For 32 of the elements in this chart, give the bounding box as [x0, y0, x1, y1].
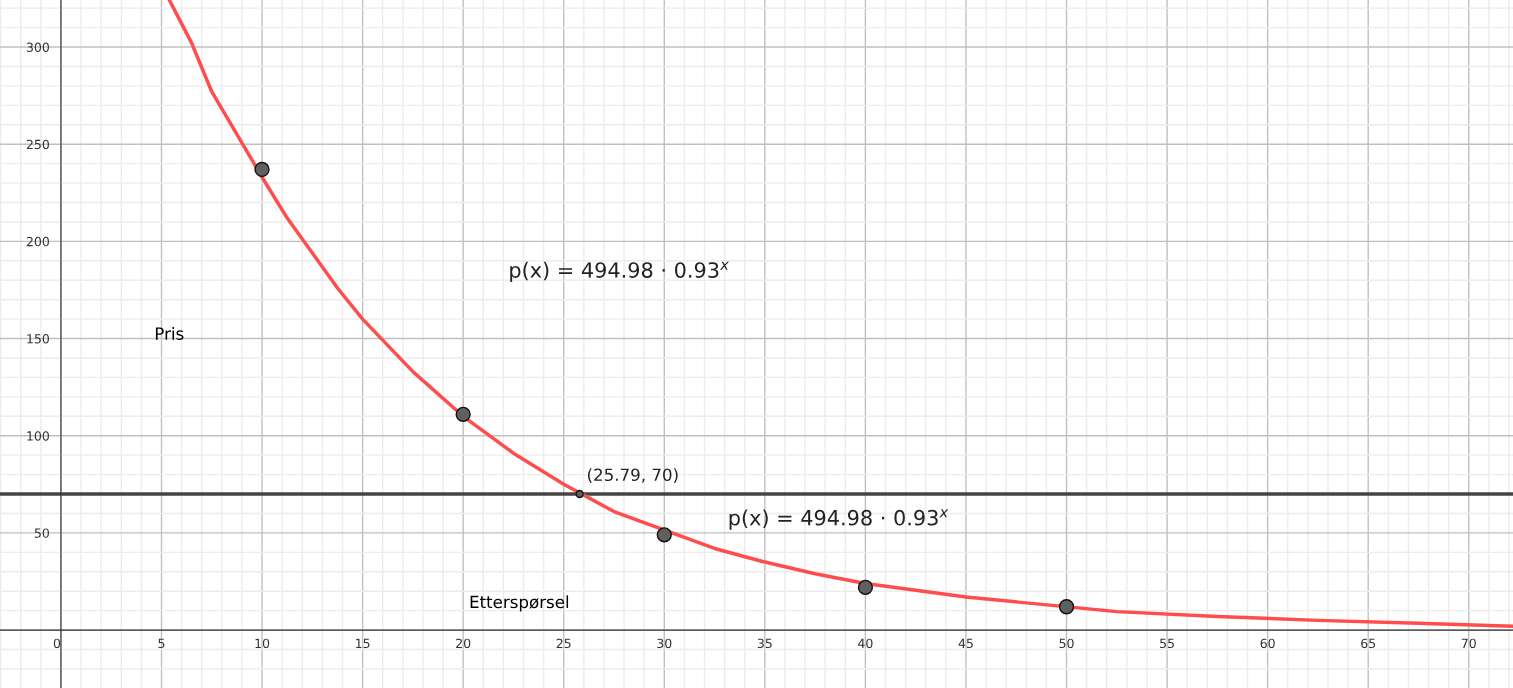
annotation: (25.79, 70) [587, 468, 678, 484]
x-tick-label: 55 [1160, 638, 1174, 649]
point [656, 527, 672, 543]
x-tick-label: 15 [356, 638, 370, 649]
y-tick-label: 250 [26, 139, 49, 150]
point [575, 489, 584, 499]
point [857, 579, 874, 595]
x-tick-label: 5 [158, 638, 165, 649]
x-tick-label: 20 [456, 638, 471, 649]
x-tick-label: 0 [53, 638, 61, 649]
x-tick-label: 70 [1461, 638, 1476, 649]
y-tick-label: 50 [34, 528, 49, 538]
x-tick-label: 40 [858, 638, 873, 649]
y-tick-label: 200 [26, 236, 49, 247]
x-tick-label: 25 [556, 638, 571, 649]
point [254, 161, 270, 178]
y-tick-label: 150 [27, 334, 49, 344]
y-axis-title: Pris [155, 326, 184, 340]
x-tick-label: 35 [757, 638, 772, 649]
x-tick-label: 65 [1361, 638, 1376, 649]
annotation: p(x) = 494.98 · 0.93$^{x}$ [729, 509, 949, 530]
y-tick-label: 300 [26, 42, 49, 52]
annotation: p(x) = 494.98 · 0.93$^{x}$ [510, 261, 729, 282]
x-tick-label: 45 [958, 638, 973, 649]
y-tick-label: 100 [27, 431, 49, 441]
x-tick-label: 60 [1260, 638, 1275, 649]
x-axis-title: Etterspørsel [470, 595, 569, 612]
x-tick-label: 50 [1059, 638, 1074, 649]
point [1058, 599, 1075, 615]
x-tick-label: 10 [255, 638, 270, 649]
x-tick-label: 30 [657, 638, 672, 649]
point [455, 406, 471, 422]
